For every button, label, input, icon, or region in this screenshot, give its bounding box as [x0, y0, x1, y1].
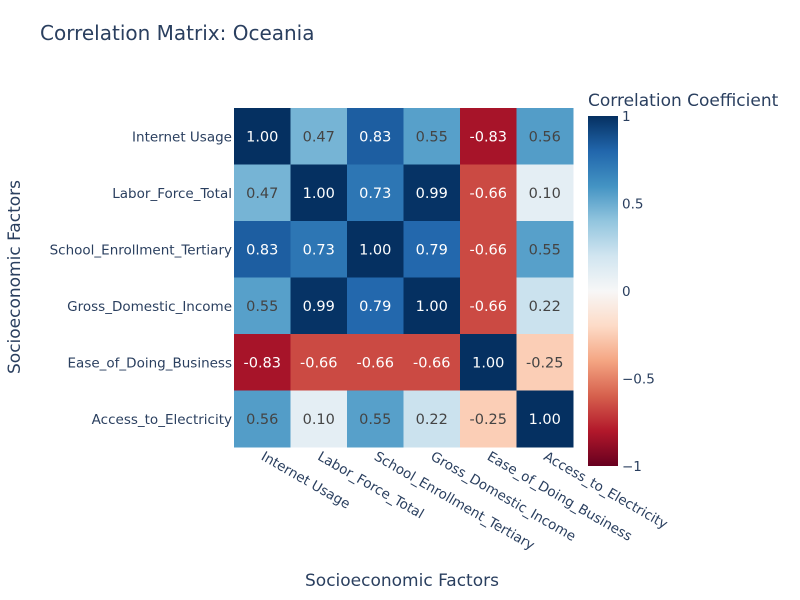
heatmap-cell	[290, 164, 348, 222]
cell-value-label: 0.22	[529, 299, 561, 315]
heatmap-cell	[460, 277, 517, 335]
heatmap-cell	[403, 108, 461, 165]
cell-value-label: 0.56	[246, 412, 278, 428]
cell-value-label: 1.00	[303, 186, 335, 202]
heatmap-cell	[460, 221, 517, 278]
cell-value-label: 0.47	[246, 186, 278, 202]
cell-value-label: -0.25	[526, 355, 564, 371]
cell-value-label: -0.66	[413, 355, 451, 371]
heatmap-cell	[234, 108, 291, 165]
y-tick-label: Access_to_Electricity	[92, 412, 232, 428]
cell-value-label: -0.83	[469, 129, 507, 145]
colorbar-tick-label: 0.5	[622, 197, 643, 213]
heatmap-cell	[290, 277, 348, 335]
y-axis-ticks: Internet Usage Labor_Force_Total School_En…	[50, 129, 232, 428]
cell-value-label: 0.47	[303, 129, 335, 145]
heatmap-cell	[347, 334, 404, 391]
heatmap-cell	[347, 164, 404, 222]
colorbar-tick-label: −1	[622, 459, 642, 475]
y-tick-label: Gross_Domestic_Income	[67, 299, 232, 315]
colorbar	[588, 116, 618, 466]
cell-value-label: -0.66	[469, 242, 507, 258]
heatmap-cell	[234, 334, 291, 391]
heatmap-cell	[403, 277, 461, 335]
heatmap-cell	[403, 390, 461, 448]
heatmap-cell	[347, 277, 404, 335]
heatmap-cell	[516, 334, 574, 391]
heatmap-cell	[403, 164, 461, 222]
cell-value-label: -0.83	[243, 355, 281, 371]
heatmap-cell	[234, 390, 291, 448]
cell-value-label: -0.66	[300, 355, 338, 371]
colorbar-tick-label: 1	[622, 109, 631, 125]
colorbar-tick-label: −0.5	[622, 372, 655, 388]
y-tick-label: School_Enrollment_Tertiary	[50, 242, 232, 258]
heatmap-cell	[403, 334, 461, 391]
cell-value-label: 0.99	[303, 299, 335, 315]
cell-value-label: 0.10	[303, 412, 335, 428]
cell-value-label: 0.22	[416, 412, 448, 428]
colorbar-title: Correlation Coefficient	[588, 91, 779, 111]
heatmap-cell	[460, 334, 517, 391]
cell-value-label: 0.55	[359, 412, 391, 428]
y-tick-label: Internet Usage	[132, 129, 232, 145]
heatmap-value-labels: 1.00 0.47 0.83 0.55 -0.83 0.56 0.47 1.00 0.73 0.9…	[243, 129, 563, 428]
heatmap-cell	[516, 390, 574, 448]
cell-value-label: 0.79	[416, 242, 448, 258]
heatmap-cell	[460, 108, 517, 165]
cell-value-label: 1.00	[472, 355, 504, 371]
cell-value-label: 0.56	[529, 129, 561, 145]
x-axis-title: Socioeconomic Factors	[305, 571, 499, 591]
cell-value-label: 0.73	[303, 242, 335, 258]
heatmap-cell	[347, 390, 404, 448]
chart-title: Correlation Matrix: Oceania	[40, 21, 315, 45]
cell-value-label: 1.00	[246, 129, 278, 145]
cell-value-label: -0.66	[356, 355, 394, 371]
cell-value-label: 1.00	[529, 412, 561, 428]
cell-value-label: 0.55	[246, 299, 278, 315]
y-axis-title: Socioeconomic Factors	[5, 180, 25, 374]
heatmap-cell	[516, 277, 574, 335]
cell-value-label: 0.10	[529, 186, 561, 202]
heatmap-cell	[460, 164, 517, 222]
heatmap-cell	[290, 108, 348, 165]
cell-value-label: 0.99	[416, 186, 448, 202]
heatmap-cell	[290, 390, 348, 448]
cell-value-label: 0.55	[529, 242, 561, 258]
cell-value-label: 0.79	[359, 299, 391, 315]
cell-value-label: 0.83	[246, 242, 278, 258]
cell-value-label: 0.73	[359, 186, 391, 202]
colorbar-ticks: 1 0.5 0 −0.5 −1	[622, 109, 655, 475]
heatmap-cell	[516, 108, 574, 165]
heatmap-cells	[234, 108, 574, 448]
heatmap-cell	[403, 221, 461, 278]
cell-value-label: -0.25	[469, 412, 507, 428]
heatmap-cell	[347, 108, 404, 165]
cell-value-label: -0.66	[469, 299, 507, 315]
heatmap-cell	[347, 221, 404, 278]
cell-value-label: 1.00	[359, 242, 391, 258]
colorbar-tick-label: 0	[622, 284, 631, 300]
y-tick-label: Ease_of_Doing_Business	[68, 355, 232, 371]
heatmap-cell	[290, 221, 348, 278]
heatmap-cell	[234, 277, 291, 335]
heatmap-cell	[290, 334, 348, 391]
heatmap-cell	[234, 164, 291, 222]
cell-value-label: 0.83	[359, 129, 391, 145]
heatmap-cell	[234, 221, 291, 278]
heatmap-cell	[516, 221, 574, 278]
cell-value-label: -0.66	[469, 186, 507, 202]
y-tick-label: Labor_Force_Total	[112, 186, 232, 202]
cell-value-label: 1.00	[416, 299, 448, 315]
heatmap-cell	[460, 390, 517, 448]
heatmap-cell	[516, 164, 574, 222]
cell-value-label: 0.55	[416, 129, 448, 145]
